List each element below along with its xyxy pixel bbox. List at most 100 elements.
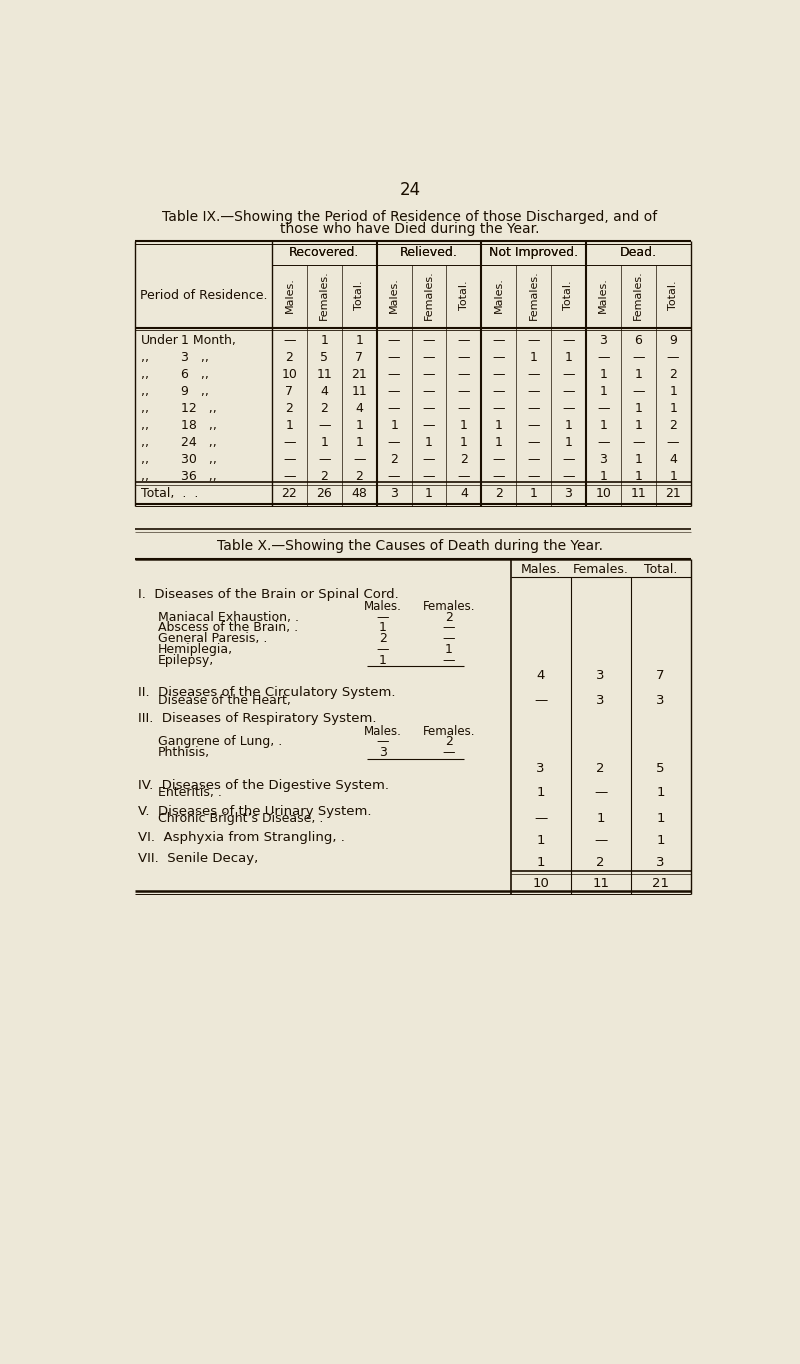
Text: 3: 3 [656,855,665,869]
Text: Females.: Females. [573,563,629,576]
Text: 1: 1 [494,436,502,449]
Text: Females.: Females. [422,724,475,738]
Text: 1: 1 [425,487,433,499]
Text: Relieved.: Relieved. [400,246,458,259]
Text: 2: 2 [669,419,677,432]
Text: —: — [594,833,607,847]
Text: 3: 3 [565,487,573,499]
Text: —: — [493,334,505,348]
Text: —: — [527,368,540,381]
Text: —: — [353,453,366,466]
Text: —: — [493,469,505,483]
Text: 1: 1 [425,436,433,449]
Text: 4: 4 [355,402,363,415]
Text: Chronic Bright’s Disease, .: Chronic Bright’s Disease, . [158,813,323,825]
Text: —: — [493,351,505,364]
Text: —: — [562,385,574,398]
Text: Males.: Males. [285,277,294,314]
Text: 3: 3 [537,761,545,775]
Text: 11: 11 [317,368,332,381]
Text: —: — [377,611,389,623]
Text: —: — [318,453,330,466]
Text: Under: Under [141,334,179,348]
Text: —: — [527,385,540,398]
Text: —: — [388,402,400,415]
Text: Total.: Total. [354,281,364,310]
Text: ,,: ,, [141,402,149,415]
Text: 1: 1 [669,402,677,415]
Text: 2: 2 [321,402,328,415]
Text: 48: 48 [351,487,367,499]
Text: —: — [422,453,435,466]
Text: I.  Diseases of the Brain or Spinal Cord.: I. Diseases of the Brain or Spinal Cord. [138,588,398,600]
Text: 2: 2 [379,633,387,645]
Text: —: — [527,453,540,466]
Text: 2: 2 [460,453,468,466]
Text: VII.  Senile Decay,: VII. Senile Decay, [138,852,258,866]
Text: Males.: Males. [364,724,402,738]
Text: —: — [283,334,296,348]
Text: —: — [597,351,610,364]
Text: Females.: Females. [424,270,434,321]
Text: 9   ,,: 9 ,, [182,385,210,398]
Text: Phthisis,: Phthisis, [158,746,210,760]
Text: Total,  .  .: Total, . . [141,487,198,499]
Text: —: — [597,402,610,415]
Text: Enteritis, .: Enteritis, . [158,786,222,799]
Text: Males.: Males. [494,277,504,314]
Text: 11: 11 [351,385,367,398]
Text: —: — [458,368,470,381]
Text: —: — [458,469,470,483]
Text: ,,: ,, [141,351,149,364]
Text: —: — [422,351,435,364]
Text: Recovered.: Recovered. [289,246,359,259]
Text: 1: 1 [565,436,573,449]
Text: 26: 26 [317,487,332,499]
Text: ,,: ,, [141,385,149,398]
Text: —: — [388,469,400,483]
Text: Not Improved.: Not Improved. [489,246,578,259]
Text: 22: 22 [282,487,298,499]
Text: —: — [442,633,455,645]
Text: ,,: ,, [141,469,149,483]
Text: 1: 1 [355,334,363,348]
Text: Males.: Males. [364,600,402,612]
Text: 2: 2 [669,368,677,381]
Text: —: — [527,334,540,348]
Text: 1: 1 [634,469,642,483]
Text: 1: 1 [494,419,502,432]
Text: 11: 11 [592,877,609,891]
Text: 5: 5 [320,351,328,364]
Text: 2: 2 [390,453,398,466]
Text: Maniacal Exhaustion, .: Maniacal Exhaustion, . [158,611,299,623]
Text: —: — [442,653,455,667]
Text: —: — [527,436,540,449]
Text: —: — [594,786,607,799]
Text: 1: 1 [530,351,538,364]
Text: —: — [442,746,455,760]
Text: 2: 2 [445,735,453,749]
Text: 1: 1 [537,855,545,869]
Text: ,,: ,, [141,436,149,449]
Text: 7: 7 [355,351,363,364]
Text: 1: 1 [599,469,607,483]
Text: 4: 4 [460,487,468,499]
Text: 1: 1 [669,469,677,483]
Text: Males.: Males. [598,277,608,314]
Text: 1: 1 [634,453,642,466]
Text: —: — [458,351,470,364]
Text: 1 Month,: 1 Month, [182,334,236,348]
Text: —: — [458,402,470,415]
Text: —: — [318,419,330,432]
Text: those who have Died during the Year.: those who have Died during the Year. [280,222,540,236]
Text: —: — [527,469,540,483]
Text: Relieved.: Relieved. [400,246,458,259]
Text: —: — [283,436,296,449]
Text: 9: 9 [669,334,677,348]
Text: —: — [493,453,505,466]
Text: —: — [597,436,610,449]
Text: —: — [632,351,645,364]
Text: —: — [458,385,470,398]
Text: Recovered.: Recovered. [289,246,359,259]
Text: 10: 10 [282,368,298,381]
